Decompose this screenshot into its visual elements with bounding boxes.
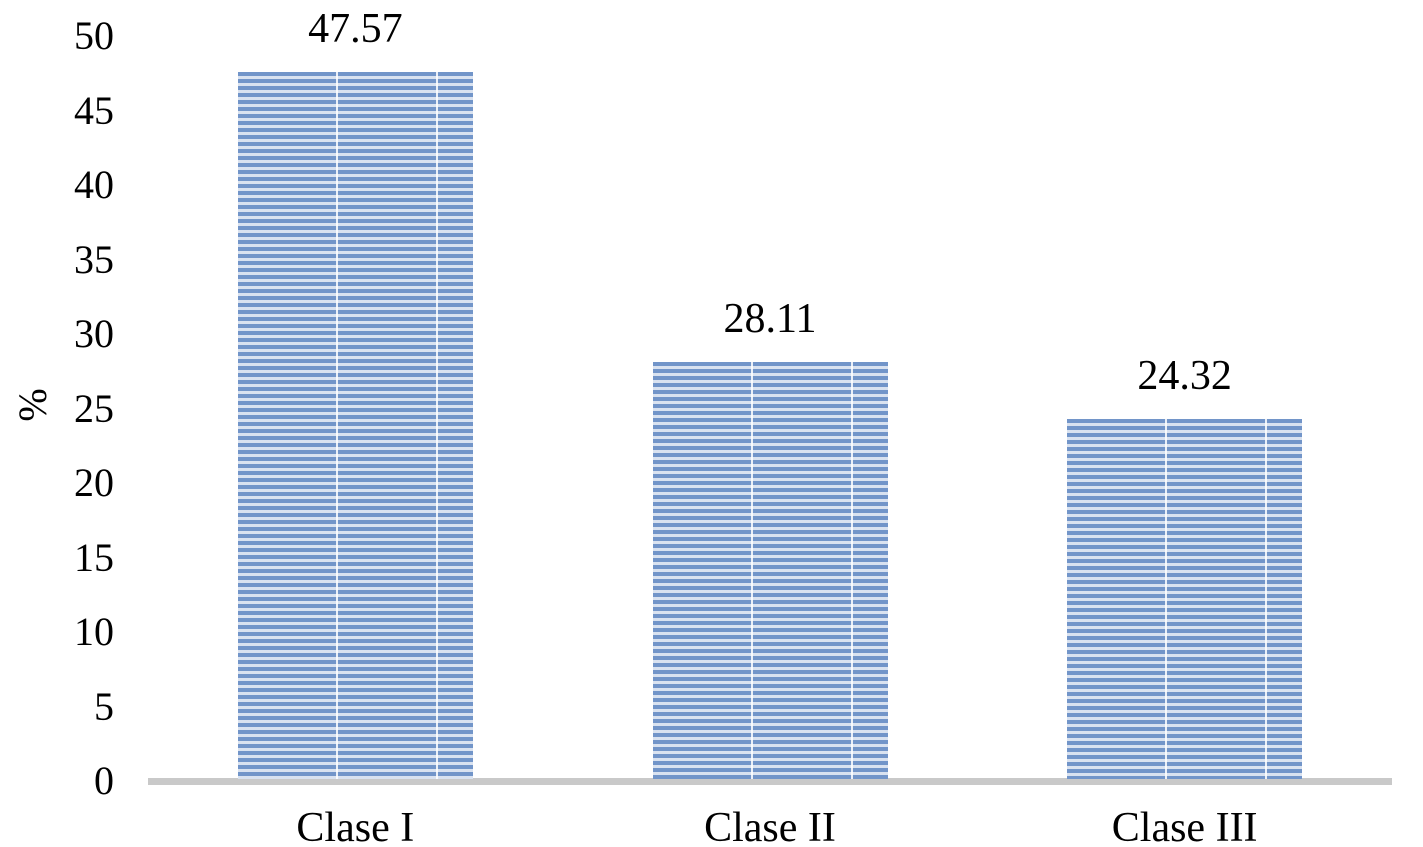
y-tick-label: 20 <box>74 460 114 505</box>
y-tick-label: 0 <box>94 758 114 803</box>
y-tick-label: 40 <box>74 162 114 207</box>
y-tick-label: 30 <box>74 311 114 356</box>
bar <box>237 72 473 779</box>
y-tick-label: 50 <box>74 13 114 58</box>
bar-value-label: 28.11 <box>723 296 817 343</box>
bar-value-label: 47.57 <box>308 6 403 53</box>
category-label: Clase I <box>296 805 415 847</box>
category-label: Clase III <box>1111 805 1258 847</box>
bar-value-label: 24.32 <box>1137 352 1232 399</box>
y-tick-label: 10 <box>74 609 114 654</box>
y-tick-label: 45 <box>74 87 114 133</box>
y-tick-label: 35 <box>74 236 114 282</box>
y-tick-label: 5 <box>94 683 114 729</box>
x-axis-line <box>148 778 1392 785</box>
category-label: Clase II <box>704 805 836 847</box>
bar <box>1067 418 1303 779</box>
y-tick-label: 15 <box>74 534 114 580</box>
y-tick-label: 25 <box>74 385 114 431</box>
bar <box>652 362 888 779</box>
